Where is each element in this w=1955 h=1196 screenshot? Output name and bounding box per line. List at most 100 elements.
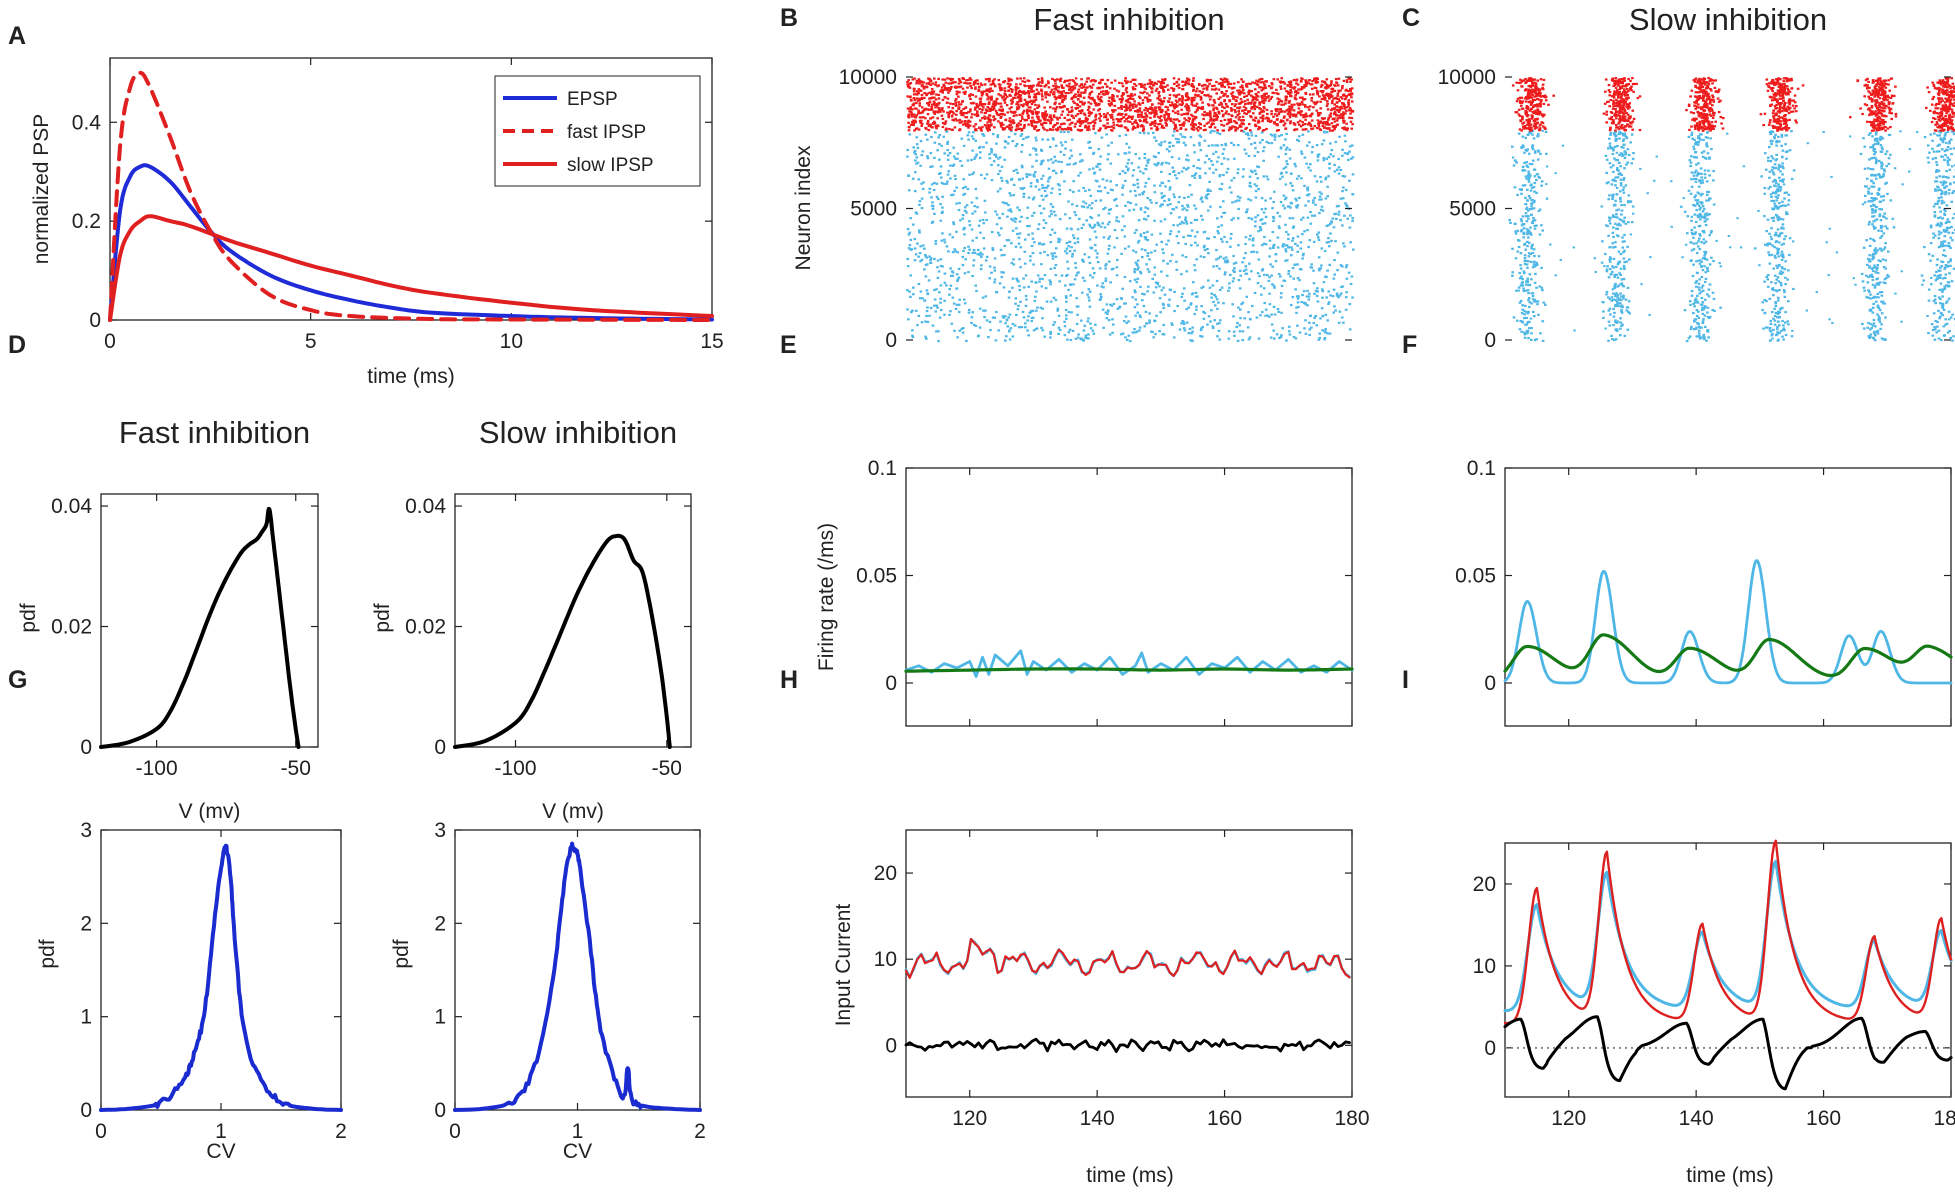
panel-b-spike-inh xyxy=(1088,128,1091,131)
panel-b-spike-exc xyxy=(1058,218,1062,221)
panel-b-spike-exc xyxy=(1254,225,1257,228)
panel-b-spike-inh xyxy=(1149,106,1152,109)
panel-b-spike-inh xyxy=(946,89,949,92)
panel-b-spike-exc xyxy=(1092,332,1096,335)
panel-b-spike-exc xyxy=(1074,214,1078,217)
panel-b-spike-inh xyxy=(1197,125,1200,129)
panel-b-spike-exc xyxy=(1220,182,1224,185)
panel-b-spike-exc xyxy=(1265,140,1269,143)
panel-b-spike-exc xyxy=(1128,146,1131,149)
panel-b-spike-inh xyxy=(1229,107,1233,110)
panel-b-spike-exc xyxy=(937,136,940,139)
panel-b-spike-exc xyxy=(945,182,949,185)
panel-b-spike-exc xyxy=(997,157,1000,160)
panel-b-spike-exc xyxy=(1345,296,1348,299)
panel-b-spike-exc xyxy=(1064,295,1068,298)
panel-b-spike-inh xyxy=(915,97,919,100)
panel-b-spike-exc xyxy=(1068,189,1072,192)
panel-b-spike-exc xyxy=(1077,271,1080,274)
panel-b-spike-inh xyxy=(1221,81,1225,84)
panel-b-spike-inh xyxy=(1283,87,1287,90)
panel-b-spike-inh xyxy=(951,110,954,113)
panel-b-spike-exc xyxy=(1105,263,1108,266)
panel-b-spike-inh xyxy=(1285,109,1289,112)
panel-b-spike-exc xyxy=(1169,230,1173,233)
panel-b-spike-inh xyxy=(1054,98,1058,101)
panel-b-spike-exc xyxy=(1009,327,1013,330)
panel-b-spike-exc xyxy=(1027,334,1030,337)
panel-b-spike-exc xyxy=(1261,222,1264,225)
panel-b-spike-inh xyxy=(948,77,952,80)
panel-b-spike-inh xyxy=(988,128,991,131)
panel-b-spike-inh xyxy=(1272,78,1276,81)
panel-b-spike-inh xyxy=(1245,84,1248,87)
panel-b-spike-exc xyxy=(929,165,932,168)
panel-b-spike-exc xyxy=(1007,290,1011,293)
panel-b-spike-inh xyxy=(1149,123,1152,126)
panel-b-spike-inh xyxy=(986,121,989,124)
panel-b-spike-exc xyxy=(946,140,950,143)
panel-b-spike-inh xyxy=(927,102,931,105)
panel-b-spike-inh xyxy=(1240,84,1244,87)
panel-b-spike-inh xyxy=(920,124,923,127)
panel-b-spike-inh xyxy=(974,86,977,89)
panel-b-spike-exc xyxy=(952,302,956,305)
panel-b-spike-exc xyxy=(1082,223,1085,226)
panel-b-spike-inh xyxy=(1018,95,1022,98)
panel-b-spike-inh xyxy=(1255,94,1258,97)
panel-b-spike-inh xyxy=(1260,95,1264,98)
panel-b-spike-inh xyxy=(1291,86,1294,89)
panel-b-spike-exc xyxy=(1211,284,1215,287)
panel-b-spike-exc xyxy=(1210,292,1213,295)
panel-b-spike-exc xyxy=(915,162,918,165)
panel-b-spike-exc xyxy=(1168,150,1171,153)
panel-b-spike-inh xyxy=(1259,116,1262,119)
panel-b-spike-exc xyxy=(1259,227,1262,230)
panel-c-spike-exc xyxy=(1530,205,1533,208)
panel-b-spike-exc xyxy=(1048,176,1052,179)
panel-b-spike-exc xyxy=(929,151,933,155)
panel-b-spike-exc xyxy=(1160,163,1163,166)
panel-b-spike-exc xyxy=(1180,220,1184,223)
panel-b-spike-inh xyxy=(1124,126,1128,129)
panel-b-spike-inh xyxy=(1174,124,1177,127)
panel-b-spike-inh xyxy=(1196,94,1199,98)
panel-b-spike-exc xyxy=(1017,242,1021,245)
panel-b-spike-inh xyxy=(1087,122,1090,125)
panel-b-spike-exc xyxy=(1335,168,1339,171)
panel-b-spike-inh xyxy=(1142,125,1145,128)
panel-b-spike-exc xyxy=(1284,259,1287,262)
panel-b-spike-inh xyxy=(1225,95,1229,98)
panel-b-spike-exc xyxy=(912,293,915,296)
panel-b-spike-inh xyxy=(1297,88,1300,91)
panel-b-spike-inh xyxy=(1217,112,1221,115)
panel-b-spike-exc xyxy=(1197,158,1200,161)
panel-b-spike-exc xyxy=(1273,133,1277,136)
panel-b-spike-inh xyxy=(1061,101,1064,104)
panel-b-spike-exc xyxy=(1034,295,1037,298)
panel-b-spike-exc xyxy=(1133,278,1137,281)
panel-b-spike-inh xyxy=(1001,108,1005,111)
panel-b-spike-exc xyxy=(1148,258,1151,261)
panel-b-spike-inh xyxy=(1258,111,1262,114)
panel-b-spike-inh xyxy=(1148,94,1151,97)
panel-b-spike-inh xyxy=(1276,102,1280,106)
panel-b-spike-inh xyxy=(1257,126,1261,129)
panel-a-xtick-label: 0 xyxy=(104,330,116,353)
panel-b-spike-exc xyxy=(998,217,1001,220)
panel-b-spike-inh xyxy=(1175,104,1179,107)
panel-b-spike-exc xyxy=(1175,177,1179,180)
panel-b-spike-inh xyxy=(1054,123,1057,126)
panel-b-spike-exc xyxy=(971,311,974,314)
panel-b-spike-exc xyxy=(1127,320,1130,323)
panel-b-spike-inh xyxy=(1059,106,1062,109)
panel-b-spike-inh xyxy=(1056,129,1059,132)
panel-b-spike-inh xyxy=(1245,94,1249,97)
panel-b-spike-exc xyxy=(1268,255,1271,258)
panel-b-spike-inh xyxy=(1254,116,1258,120)
panel-b-spike-inh xyxy=(1048,116,1051,119)
panel-b-spike-inh xyxy=(1343,107,1346,110)
panel-b-spike-inh xyxy=(1321,117,1325,121)
panel-b-spike-exc xyxy=(1215,265,1219,268)
panel-b-spike-exc xyxy=(1095,165,1098,168)
